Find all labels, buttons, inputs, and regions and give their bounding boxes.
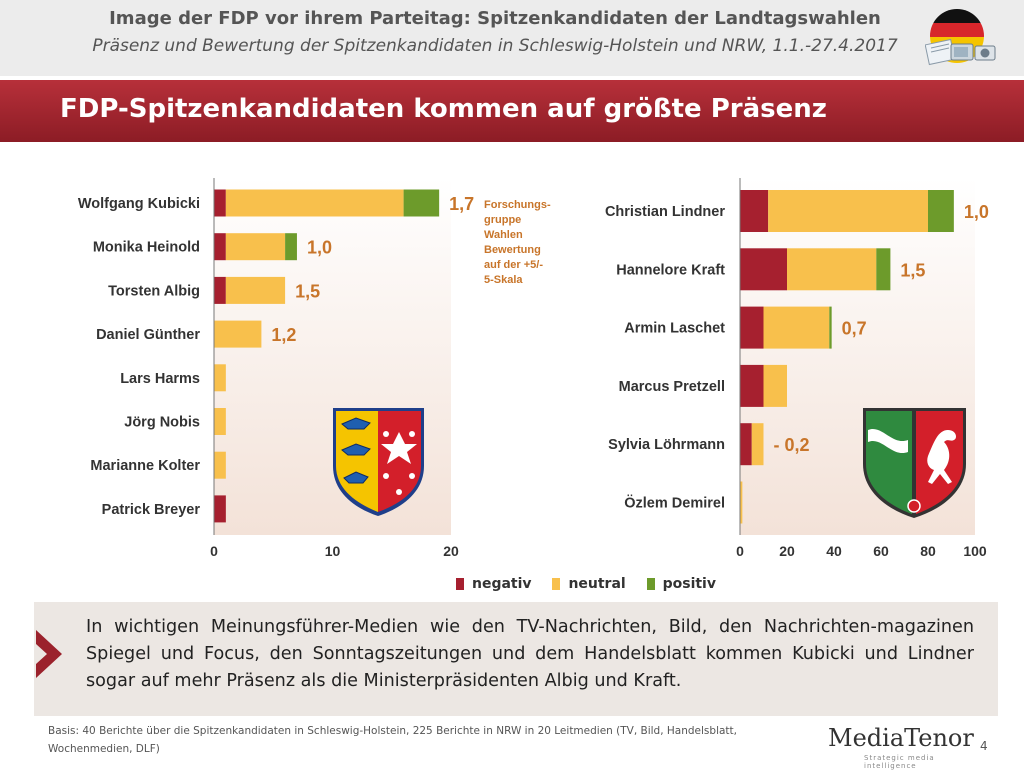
category-label: Wolfgang Kubicki (78, 196, 200, 212)
legend-item-positiv: positiv (646, 576, 716, 592)
chart-legend: negativ neutral positiv (456, 576, 732, 594)
bar-neutral (214, 320, 262, 348)
rating-note-line-2: gruppe (484, 214, 521, 226)
legend-item-negativ: negativ (456, 576, 532, 592)
bar-positiv (403, 189, 440, 217)
chart-nrw: Christian Lindner 1,0 Hannelore Kraft 1,5 Ar… (605, 178, 989, 559)
page-title: Image der FDP vor ihrem Parteitag: Spitz… (109, 8, 881, 29)
bar-neutral (225, 233, 286, 261)
germany-flag-icon (925, 9, 996, 66)
rating-label: 0,7 (842, 319, 867, 339)
rating-note-line-3: Wahlen (484, 229, 523, 241)
x-tick-label: 40 (826, 543, 842, 559)
category-label: Patrick Breyer (102, 502, 201, 518)
chart-area: Wolfgang Kubicki 1,7 Monika Heinold 1,0 Tors… (78, 178, 989, 559)
legend-swatch-neutral (552, 578, 561, 590)
x-tick-label: 10 (325, 543, 341, 559)
x-tick-label: 20 (779, 543, 795, 559)
category-label: Hannelore Kraft (616, 262, 725, 278)
legend-swatch-negativ (456, 578, 464, 590)
rating-label: 1,7 (449, 194, 474, 214)
legend-label-neutral: neutral (568, 576, 626, 592)
category-label: Marcus Pretzell (619, 379, 725, 395)
bar-neutral (763, 306, 830, 349)
bar-neutral (740, 481, 743, 524)
category-label: Christian Lindner (605, 204, 725, 220)
x-tick-label: 100 (963, 543, 987, 559)
bar-negativ (740, 423, 752, 466)
bar-negativ (214, 495, 226, 523)
category-label: Marianne Kolter (90, 458, 200, 474)
callout-box (34, 602, 998, 716)
bar-neutral (768, 190, 928, 232)
logo-tagline: Strategic media intelligence (864, 754, 935, 770)
bar-positiv (829, 306, 832, 349)
legend-item-neutral: neutral (552, 576, 626, 592)
category-label: Torsten Albig (108, 283, 200, 299)
bar-neutral (787, 248, 877, 291)
bar-positiv (285, 233, 297, 261)
rating-label: 1,5 (295, 281, 320, 301)
page-number: 4 (980, 739, 988, 753)
bar-positiv (928, 190, 954, 232)
headline-bar (0, 80, 1024, 142)
category-label: Monika Heinold (93, 240, 200, 256)
rating-note-line-6: 5-Skala (484, 274, 523, 286)
rating-note-line-4: Bewertung (484, 244, 541, 256)
rating-note-line-1: Forschungs- (484, 199, 551, 211)
logo-text: MediaTenor (828, 724, 974, 752)
rating-label: 1,5 (900, 260, 925, 280)
callout-text: In wichtigen Meinungsführer-Medien wie d… (86, 617, 974, 691)
bar-positiv (876, 248, 891, 291)
bar-neutral (214, 364, 226, 392)
x-tick-label: 0 (736, 543, 744, 559)
category-label: Armin Laschet (624, 321, 725, 337)
rating-label: 1,0 (307, 238, 332, 258)
category-label: Jörg Nobis (124, 415, 200, 431)
nrw-coat-of-arms-icon (863, 408, 966, 518)
bar-negativ (740, 364, 764, 407)
bar-negativ (214, 233, 226, 261)
bar-negativ (214, 189, 226, 217)
bar-negativ (740, 248, 787, 291)
legend-label-positiv: positiv (662, 576, 716, 592)
rating-note-line-5: auf der +5/- (484, 259, 543, 271)
rating-label: 1,2 (271, 325, 296, 345)
mediatenor-logo: MediaTenor Strategic media intelligence (828, 724, 974, 770)
header-bar: Image der FDP vor ihrem Parteitag: Spitz… (0, 0, 1024, 76)
bar-negativ (740, 190, 769, 232)
x-tick-label: 60 (873, 543, 889, 559)
bar-negativ (740, 306, 764, 349)
rating-label: 1,0 (964, 202, 989, 222)
bar-neutral (751, 423, 764, 466)
bar-negativ (214, 276, 226, 304)
legend-swatch-positiv (646, 578, 655, 590)
legend-label-negativ: negativ (472, 576, 532, 592)
arrow-right-icon (36, 630, 62, 678)
rating-label: - 0,2 (774, 435, 810, 455)
x-tick-label: 20 (443, 543, 459, 559)
page-subtitle: Präsenz und Bewertung der Spitzenkandida… (92, 36, 898, 56)
x-tick-label: 0 (210, 543, 218, 559)
x-tick-label: 80 (920, 543, 936, 559)
schleswig-holstein-coat-of-arms-icon (333, 408, 424, 516)
headline: FDP-Spitzenkandidaten kommen auf größte … (60, 94, 827, 124)
rating-note: Forschungs- gruppe Wahlen Bewertung auf … (484, 199, 551, 286)
chart-schleswig-holstein: Wolfgang Kubicki 1,7 Monika Heinold 1,0 Tors… (78, 178, 474, 559)
bar-neutral (763, 364, 787, 407)
bar-neutral (225, 189, 404, 217)
footer-basis: Basis: 40 Berichte über die Spitzenkandi… (48, 725, 737, 755)
category-label: Lars Harms (120, 371, 200, 387)
bar-neutral (214, 408, 226, 435)
category-label: Sylvia Löhrmann (608, 437, 725, 453)
bar-neutral (214, 451, 226, 479)
category-label: Daniel Günther (96, 327, 200, 343)
bar-neutral (225, 276, 286, 304)
category-label: Özlem Demirel (624, 495, 725, 512)
